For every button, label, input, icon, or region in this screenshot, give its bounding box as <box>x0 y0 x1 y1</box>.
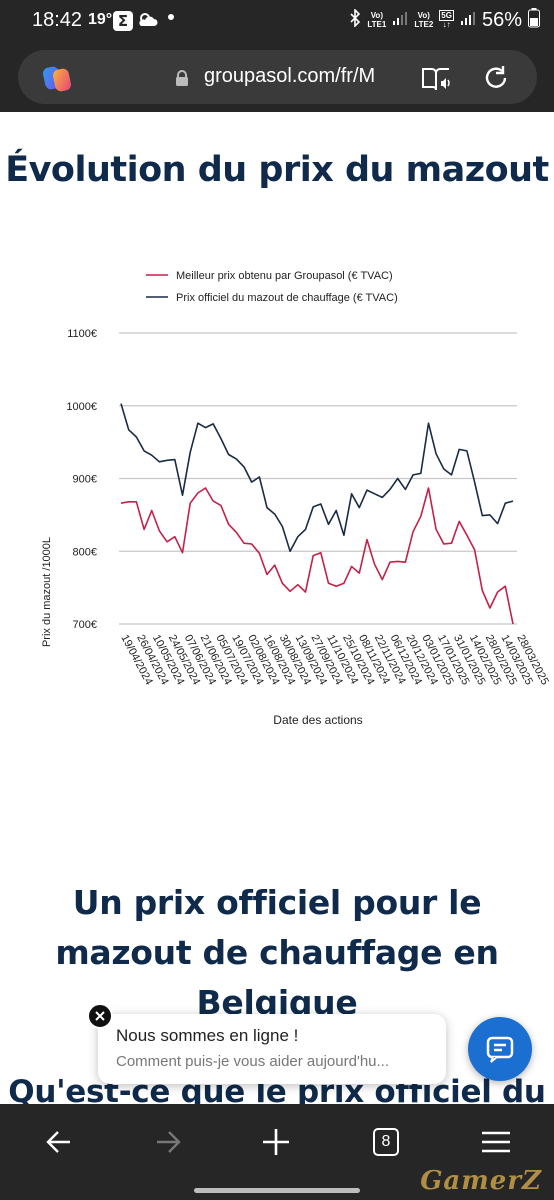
legend-label-0: Meilleur prix obtenu par Groupasol (€ TV… <box>176 270 393 282</box>
series-line-0 <box>120 487 514 625</box>
reload-icon[interactable] <box>481 63 511 93</box>
back-button[interactable] <box>41 1124 77 1160</box>
plus-icon <box>263 1129 289 1155</box>
chat-icon <box>486 1036 514 1063</box>
network-sim-2: Vo) LTE2 <box>414 11 434 29</box>
series-line-1 <box>120 403 514 553</box>
legend-label-1: Prix officiel du mazout de chauffage (€ … <box>176 292 398 304</box>
signal-1-icon <box>392 10 408 30</box>
price-chart: Meilleur prix obtenu par Groupasol (€ TV… <box>41 270 551 727</box>
y-tick-label: 1100€ <box>67 328 97 340</box>
y-axis-label: Prix du mazout /1000L <box>41 537 53 647</box>
back-arrow-icon <box>46 1131 70 1153</box>
copilot-icon[interactable] <box>42 64 72 94</box>
chart-legend: Meilleur prix obtenu par Groupasol (€ TV… <box>146 270 398 304</box>
page-title: Évolution du prix du mazout <box>5 150 549 190</box>
battery-icon <box>528 8 540 32</box>
y-axis-ticks: 1100€ 1000€ 900€ 800€ 700€ <box>66 328 97 631</box>
read-aloud-icon[interactable] <box>420 64 452 94</box>
x-axis-label: Date des actions <box>273 713 362 727</box>
chat-close-button[interactable] <box>87 1003 113 1029</box>
network-sim-1: Vo) LTE1 <box>367 11 387 29</box>
chart-series <box>120 403 514 625</box>
network-5g: 5G ↓↑ <box>439 10 454 29</box>
chat-subtitle: Comment puis-je vous aider aujourd'hu... <box>116 1053 390 1070</box>
browser-toolbar: groupasol.com/fr/M <box>0 44 554 112</box>
y-tick-label: 1000€ <box>66 401 97 413</box>
forward-arrow-icon <box>157 1131 181 1153</box>
menu-button[interactable] <box>478 1124 514 1160</box>
status-temperature: 19° <box>88 11 113 28</box>
lock-icon <box>175 70 189 86</box>
close-icon <box>95 1011 105 1021</box>
chat-title: Nous sommes en ligne ! <box>116 1026 299 1045</box>
y-tick-label: 800€ <box>73 546 97 558</box>
web-page: Évolution du prix du mazout Meilleur pri… <box>0 112 554 1104</box>
status-right-icons: Vo) LTE1 Vo) LTE2 5G ↓↑ 56% <box>349 8 540 32</box>
sigma-icon: Σ <box>113 11 133 31</box>
status-time: 18:42 <box>32 9 83 31</box>
battery-percent: 56% <box>481 8 522 31</box>
url-text[interactable]: groupasol.com/fr/M <box>204 65 376 87</box>
browser-bottom-bar: 8 <box>0 1104 554 1200</box>
address-bar[interactable]: groupasol.com/fr/M <box>18 50 537 104</box>
section-heading: Un prix officiel pour le mazout de chauf… <box>55 883 499 1022</box>
bluetooth-icon <box>349 8 361 31</box>
tabs-button[interactable]: 8 <box>373 1128 399 1156</box>
x-axis-ticks: 19/04/202426/04/202410/05/202424/05/2024… <box>118 633 550 687</box>
hamburger-menu-icon <box>482 1131 510 1153</box>
new-tab-button[interactable] <box>258 1124 294 1160</box>
chat-popup[interactable]: Nous sommes en ligne ! Comment puis-je v… <box>98 1014 446 1084</box>
y-tick-label: 700€ <box>73 619 97 631</box>
chat-launcher-button[interactable] <box>468 1017 532 1081</box>
y-tick-label: 900€ <box>73 474 97 486</box>
forward-button[interactable] <box>150 1124 186 1160</box>
cloud-icon <box>137 11 159 33</box>
home-indicator[interactable] <box>194 1188 360 1193</box>
watermark: GamerZ <box>420 1166 542 1196</box>
signal-2-icon <box>460 10 476 30</box>
notification-dot <box>168 14 174 20</box>
status-bar: 18:42 19° Σ Vo) LTE1 Vo) LTE2 5G ↓↑ 56% <box>0 0 554 44</box>
